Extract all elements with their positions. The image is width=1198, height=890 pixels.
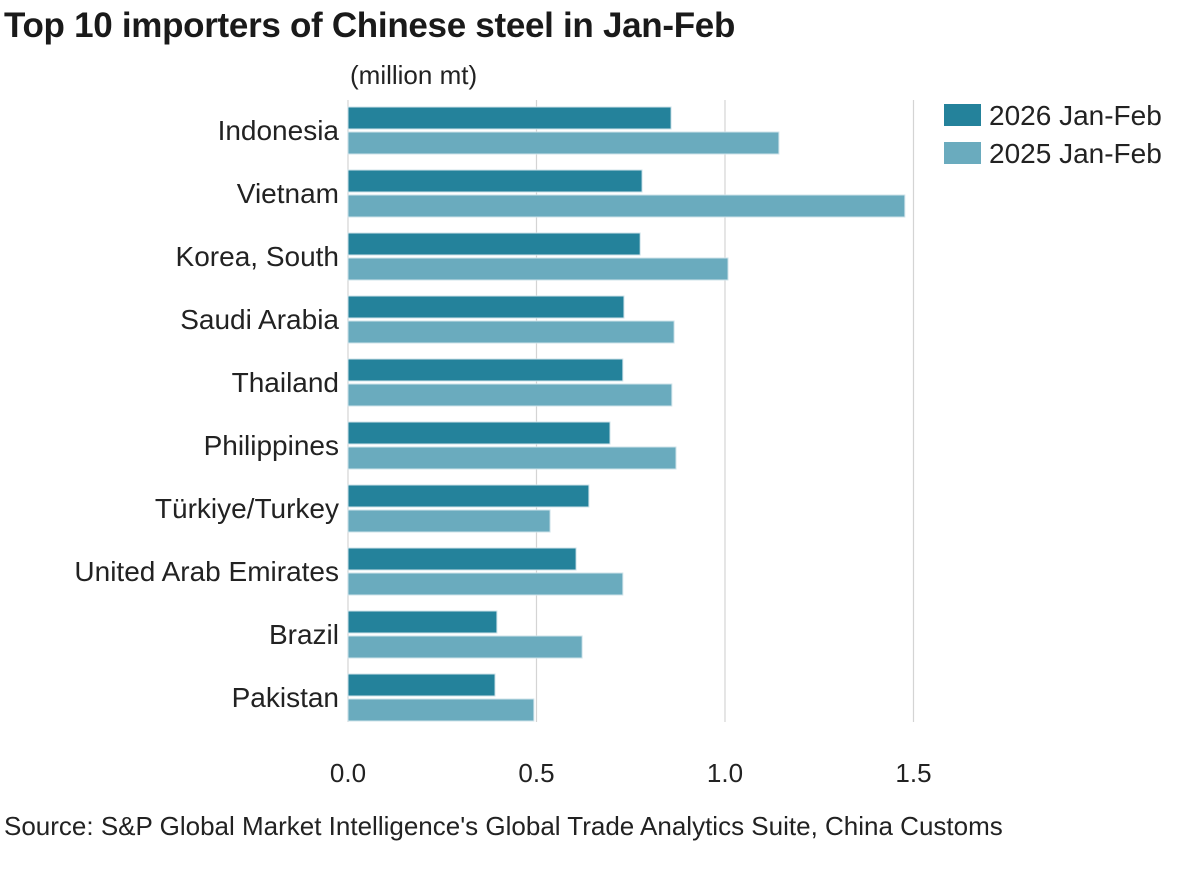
bar-2026 [347,484,590,508]
category-label: Vietnam [237,178,339,209]
category-label: Saudi Arabia [180,304,339,335]
chart-subtitle: (million mt) [350,60,478,90]
category-label: Indonesia [218,115,340,146]
bar-2025 [347,446,677,470]
legend-label: 2026 Jan-Feb [989,100,1162,131]
category-label: Türkiye/Turkey [155,493,339,524]
bar-2026 [347,232,641,256]
bar-2026 [347,169,643,193]
bar-2025 [347,635,583,659]
bar-2025 [347,320,675,344]
bar-2025 [347,257,729,281]
category-label: Thailand [232,367,339,398]
bar-2026 [347,421,611,445]
bar-2026 [347,358,624,382]
chart-title: Top 10 importers of Chinese steel in Jan… [4,6,736,45]
bar-2025 [347,509,551,533]
legend-swatch [944,142,981,164]
category-label: Philippines [204,430,339,461]
bar-chart: 0.0 0.5 1.0 1.5 Indonesia Vietnam Korea, South… [74,100,1162,788]
x-tick-label: 0.5 [518,758,554,788]
bar-2025 [347,383,673,407]
bar-2026 [347,547,577,571]
x-tick-label: 1.5 [895,758,931,788]
x-tick-label: 1.0 [707,758,743,788]
category-label: Pakistan [232,682,339,713]
source-note: Source: S&P Global Market Intelligence's… [4,811,1003,841]
bar-2026 [347,106,672,130]
bar-2025 [347,572,624,596]
legend-label: 2025 Jan-Feb [989,138,1162,169]
category-label: United Arab Emirates [74,556,339,587]
bar-2025 [347,131,780,155]
bar-2026 [347,673,496,697]
x-tick-label: 0.0 [330,758,366,788]
bar-2026 [347,610,498,634]
category-label: Brazil [269,619,339,650]
bar-2025 [347,698,535,722]
category-label: Korea, South [176,241,339,272]
bar-2025 [347,194,906,218]
legend-swatch [944,104,981,126]
bar-2026 [347,295,625,319]
